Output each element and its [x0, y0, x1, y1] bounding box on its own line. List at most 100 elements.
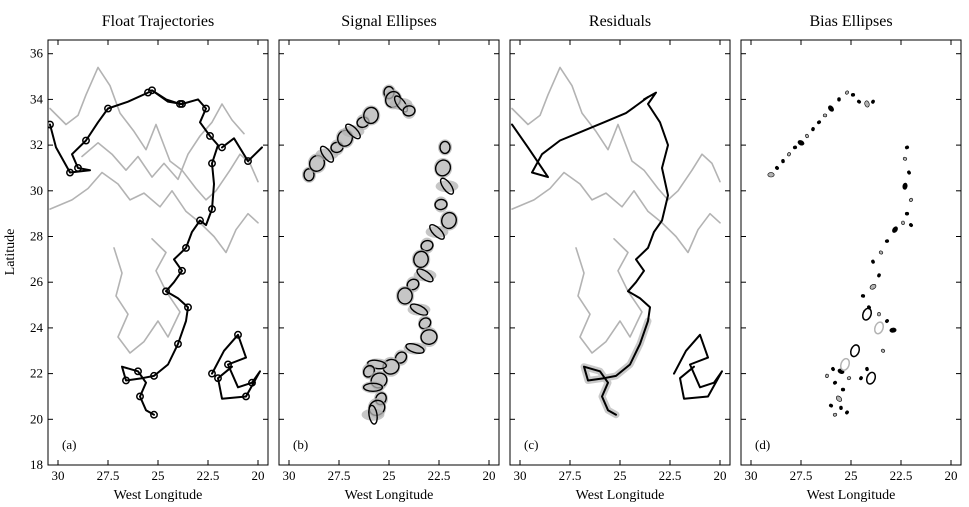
bias-ellipse	[840, 387, 846, 392]
signal-ellipse	[439, 140, 451, 155]
float-track-black	[49, 91, 149, 174]
bias-ellipse	[884, 239, 890, 243]
bias-ellipse	[767, 172, 775, 178]
track-loop-marker	[224, 360, 232, 369]
track-loop-marker	[82, 136, 90, 145]
float-track-gray	[49, 66, 259, 201]
panel-title: Bias Ellipses	[809, 13, 892, 30]
bias-ellipse	[880, 348, 886, 353]
track-loop-marker	[182, 243, 190, 252]
bias-ellipse	[831, 366, 835, 372]
x-tick-label: 27.5	[790, 468, 813, 483]
bias-ellipse	[805, 133, 809, 139]
track-loop-marker	[122, 376, 130, 385]
track-loop-marker	[144, 88, 152, 97]
bias-ellipse	[909, 198, 913, 202]
track-loop-marker	[148, 86, 156, 95]
float-track-gray	[113, 238, 181, 354]
bias-ellipse	[781, 159, 785, 164]
signal-ellipse-shade	[425, 225, 449, 238]
x-tick-label: 30	[514, 468, 527, 483]
bias-ellipse	[845, 90, 849, 95]
signal-ellipse	[429, 224, 445, 240]
bias-ellipse	[889, 327, 897, 333]
bias-ellipse	[811, 127, 815, 132]
y-tick-label: 34	[30, 91, 44, 106]
x-tick-label: 22.5	[197, 468, 220, 483]
track-loop-marker	[214, 374, 222, 383]
signal-ellipse	[420, 329, 438, 345]
bias-ellipse	[850, 93, 856, 97]
x-tick-label: 20	[252, 468, 265, 483]
bias-ellipse	[902, 156, 908, 161]
panel-letter: (c)	[524, 437, 538, 452]
bias-ellipse	[878, 250, 884, 255]
float-track-black	[673, 333, 723, 400]
bias-ellipse	[825, 373, 829, 378]
plot-area	[767, 90, 913, 417]
x-tick-label: 22.5	[428, 468, 451, 483]
bias-ellipse-open	[839, 357, 851, 372]
track-loop-marker	[202, 104, 210, 113]
bias-ellipse	[892, 226, 898, 233]
track-loop-marker	[162, 287, 170, 296]
bias-ellipse	[864, 100, 870, 108]
track-loop-marker	[150, 410, 158, 419]
signal-ellipse	[397, 287, 413, 305]
x-tick-label: 20	[483, 468, 496, 483]
bias-ellipse	[828, 403, 834, 408]
signal-ellipse	[363, 106, 379, 125]
bias-ellipse	[859, 376, 863, 381]
x-tick-label: 25	[152, 468, 165, 483]
bias-ellipse	[871, 259, 875, 264]
signal-ellipse-shade	[435, 180, 459, 193]
x-tick-label: 30	[283, 468, 296, 483]
bias-ellipse	[877, 273, 881, 278]
y-tick-label: 28	[30, 229, 43, 244]
bias-ellipse-open	[861, 307, 873, 321]
bias-ellipse	[816, 120, 822, 125]
bias-ellipse	[837, 97, 841, 102]
bias-ellipse	[846, 376, 852, 381]
signal-ellipse	[413, 250, 429, 269]
panel-letter: (d)	[755, 437, 770, 452]
y-tick-label: 20	[30, 411, 43, 426]
signal-ellipse	[434, 159, 452, 177]
track-loop-marker	[208, 159, 216, 168]
track-loop-marker	[176, 100, 184, 108]
x-tick-label: 22.5	[659, 468, 682, 483]
track-loop-marker	[234, 330, 242, 339]
y-tick-label: 26	[30, 274, 44, 289]
panel-1: Float Trajectories 30 27.5 25 22.5 20 18 20 22 24…	[30, 13, 269, 503]
track-loop-marker	[66, 168, 74, 177]
x-axis-label: West Longitude	[807, 488, 896, 503]
signal-ellipse	[441, 211, 457, 230]
bias-ellipse-open	[873, 321, 885, 335]
track-loop-marker	[184, 303, 192, 312]
float-track-black	[221, 137, 263, 163]
track-loop-marker	[248, 378, 256, 387]
y-axis-label: Latitude	[3, 229, 18, 276]
signal-ellipse-shade	[403, 342, 427, 355]
signal-ellipse	[362, 382, 384, 393]
float-track-black	[511, 96, 649, 179]
x-axis-label: West Longitude	[576, 488, 665, 503]
float-track-black	[583, 91, 669, 416]
bias-ellipse	[871, 99, 875, 104]
y-tick-label: 32	[30, 137, 43, 152]
track-loop-marker	[150, 371, 158, 380]
x-tick-label: 30	[52, 468, 65, 483]
bias-ellipse	[902, 182, 908, 190]
y-tick-label: 30	[30, 183, 43, 198]
x-tick-label: 30	[745, 468, 758, 483]
axes-frame	[740, 39, 962, 466]
float-track-gray	[511, 66, 721, 201]
signal-ellipse	[345, 123, 361, 140]
plot-area	[511, 66, 723, 419]
bias-ellipse	[835, 395, 843, 402]
bias-ellipse	[877, 312, 881, 317]
panel-4: Bias Ellipses 30 27.5 25 22.5 20 (d) West Longi…	[740, 13, 962, 503]
bias-ellipse	[839, 405, 843, 410]
plot-area	[48, 66, 263, 419]
signal-ellipse-shade	[411, 249, 431, 270]
